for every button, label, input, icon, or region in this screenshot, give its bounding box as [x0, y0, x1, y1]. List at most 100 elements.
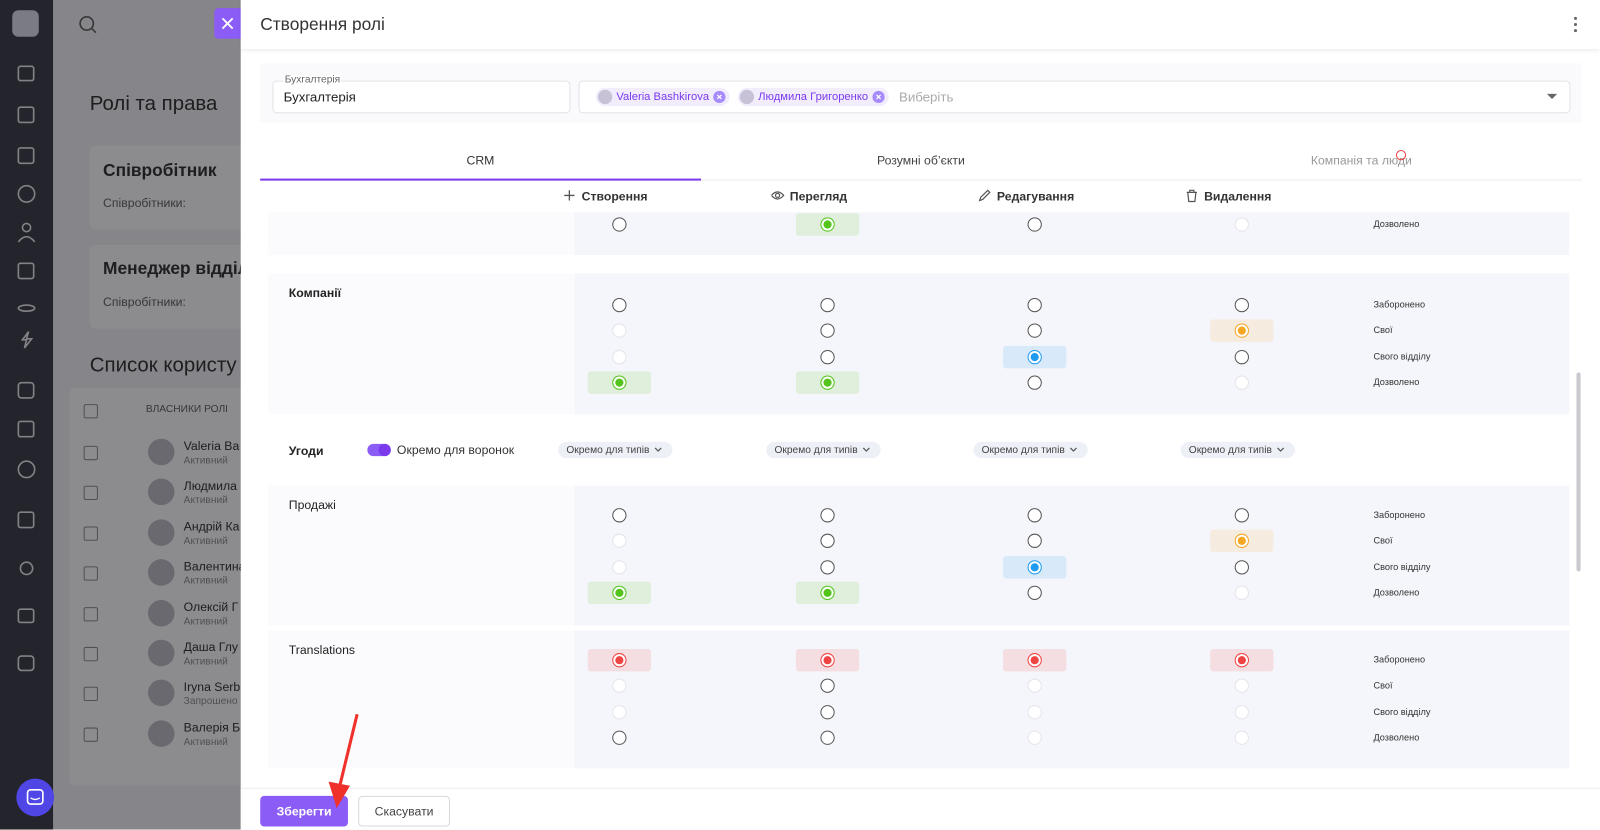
remove-member[interactable]: [713, 90, 726, 104]
dropdown[interactable]: Окремо для типів: [1180, 441, 1296, 459]
level-label: Дозволено: [1373, 376, 1420, 388]
radio[interactable]: [1027, 297, 1042, 313]
radio[interactable]: [612, 297, 627, 313]
radio[interactable]: [612, 217, 627, 232]
radio[interactable]: [1027, 585, 1042, 600]
level-label: Заборонено: [1373, 654, 1426, 665]
level-label: Свого відділу: [1373, 351, 1431, 362]
radio[interactable]: [1027, 217, 1042, 232]
radio[interactable]: [820, 585, 835, 600]
drawer-title: Створення ролі: [260, 14, 385, 35]
radio-dot: [615, 656, 624, 665]
radio[interactable]: [820, 730, 835, 745]
radio: [612, 678, 627, 694]
radio[interactable]: [1027, 349, 1042, 364]
column-title: Перегляд: [789, 188, 848, 204]
radio[interactable]: [1234, 653, 1249, 668]
tab[interactable]: CRM: [260, 141, 701, 181]
save-button[interactable]: Зберегти: [260, 795, 348, 827]
radio: [1027, 730, 1042, 745]
radio-dot: [1237, 537, 1246, 546]
level-label: Свого відділу: [1373, 706, 1431, 717]
radio: [1234, 730, 1249, 745]
radio[interactable]: [820, 297, 835, 313]
radio[interactable]: [1027, 559, 1042, 575]
radio[interactable]: [1234, 533, 1249, 549]
level-label: Свої: [1373, 325, 1393, 336]
radio[interactable]: [1027, 653, 1042, 668]
radio: [1234, 217, 1249, 232]
radio[interactable]: [612, 730, 627, 745]
drawer-header: Створення ролі: [240, 0, 1600, 49]
column-title: Редагування: [996, 188, 1075, 204]
radio[interactable]: [820, 704, 835, 719]
name-input[interactable]: Бухгалтерія Бухгалтерія: [272, 75, 571, 114]
chevron: [655, 447, 663, 452]
radio[interactable]: [820, 533, 835, 549]
input-label: Бухгалтерія: [283, 74, 342, 86]
member-chip: Людмила Григоренко: [737, 87, 889, 107]
radio[interactable]: [820, 559, 835, 575]
radio-dot: [1030, 656, 1039, 665]
radio-dot: [823, 588, 832, 597]
radio-dot: [1030, 352, 1039, 361]
radio[interactable]: [612, 375, 627, 390]
radio[interactable]: [1027, 323, 1042, 339]
radio[interactable]: [820, 349, 835, 364]
radio[interactable]: [820, 653, 835, 668]
level-label: Свої: [1373, 535, 1393, 546]
dropdown[interactable]: Окремо для типів: [973, 441, 1089, 459]
toggle-label: Окремо для воронок: [396, 442, 515, 458]
dropdown[interactable]: Окремо для типів: [558, 441, 673, 459]
level-label: Свої: [1373, 680, 1393, 691]
cancel-button[interactable]: Скасувати: [358, 795, 450, 827]
radio: [1234, 678, 1249, 694]
remove-member[interactable]: [872, 90, 885, 104]
close-button[interactable]: [214, 8, 241, 39]
member-avatar: [597, 89, 613, 105]
section-title: Translations: [288, 642, 356, 658]
members-placeholder: Виберіть: [898, 89, 954, 105]
radio: [612, 349, 627, 364]
radio[interactable]: [1234, 508, 1249, 523]
radio: [1027, 704, 1042, 719]
radio[interactable]: [1027, 508, 1042, 523]
radio[interactable]: [612, 508, 627, 523]
radio[interactable]: [1027, 375, 1042, 390]
radio-dot: [1030, 562, 1039, 572]
chevron: [863, 447, 871, 452]
tab[interactable]: Розумні об’єкти: [876, 153, 965, 168]
radio[interactable]: [612, 585, 627, 600]
toggle[interactable]: [367, 443, 391, 457]
menu-button[interactable]: [1569, 14, 1581, 34]
radio[interactable]: [1234, 323, 1249, 339]
radio[interactable]: [1234, 559, 1249, 575]
radio[interactable]: [820, 217, 835, 232]
radio[interactable]: [820, 375, 835, 390]
column-header: Створення: [563, 188, 648, 204]
radio[interactable]: [1234, 297, 1249, 313]
dropdown[interactable]: Окремо для типів: [766, 441, 882, 459]
section-radios-area: [574, 273, 1570, 415]
column-icon: [1186, 189, 1197, 203]
column-title: Створення: [581, 188, 648, 204]
members-select[interactable]: Valeria Bashkirova Людмила Григоренко Вибе…: [578, 80, 1571, 114]
footer: Зберегти Скасувати: [240, 787, 1600, 830]
column-title: Видалення: [1204, 188, 1272, 204]
radio-dot: [823, 656, 832, 665]
member-chip: Valeria Bashkirova: [595, 87, 730, 107]
chat-button[interactable]: [16, 778, 55, 817]
radio[interactable]: [612, 653, 627, 668]
radio[interactable]: [820, 508, 835, 523]
tabs: CRM Розумні об’єкти Компанія та люди: [260, 141, 1582, 181]
radio-dot: [823, 220, 832, 229]
radio[interactable]: [820, 678, 835, 694]
radio[interactable]: [820, 323, 835, 339]
dropdown-value: Окремо для типів: [1188, 444, 1272, 456]
tab[interactable]: Компанія та люди: [1310, 153, 1412, 168]
radio[interactable]: [1027, 533, 1042, 549]
radio[interactable]: [1234, 349, 1249, 364]
column-header: Редагування: [978, 188, 1075, 204]
